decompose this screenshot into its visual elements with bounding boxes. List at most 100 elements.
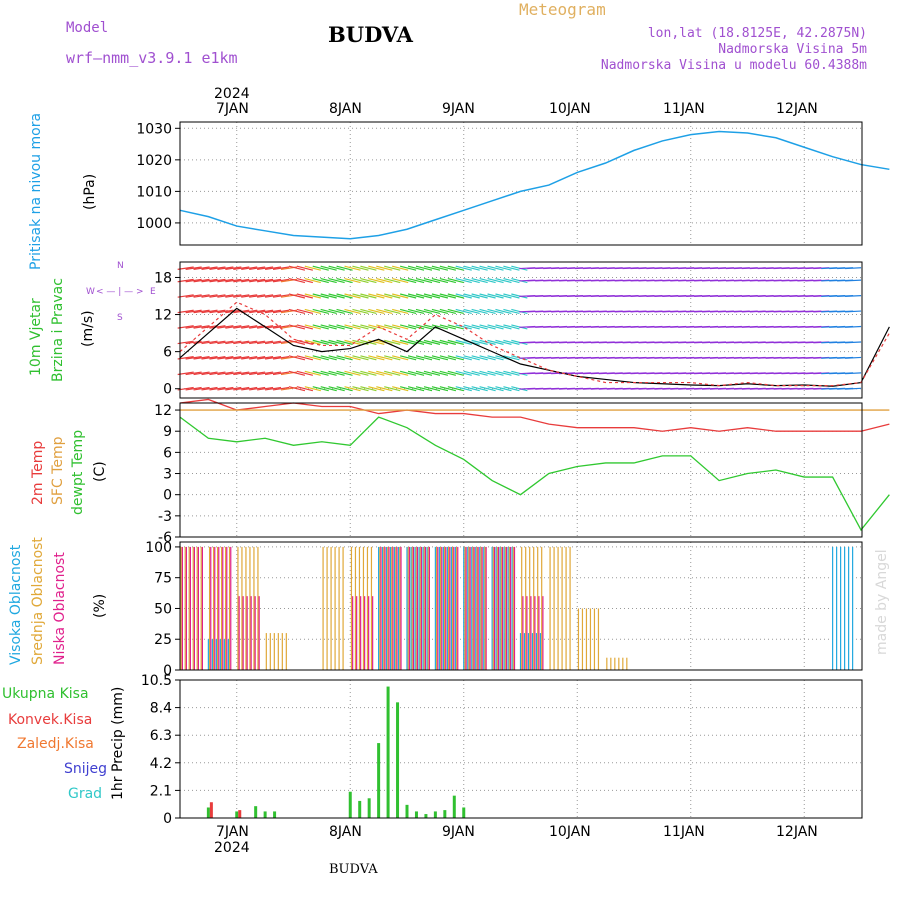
wind-arrow [217, 266, 234, 270]
wind-arrow [201, 356, 218, 360]
precip-convective-bar [209, 802, 213, 818]
wind-arrow [352, 370, 369, 376]
wind-arrow [352, 308, 369, 315]
wind-arrow [320, 277, 337, 284]
wind-arrow [209, 325, 226, 329]
meteogram-title: Meteogram [519, 0, 606, 19]
wind-arrow [503, 277, 520, 284]
wind-arrow [487, 324, 504, 330]
wind-arrow [439, 308, 457, 315]
wind-arrow [360, 355, 377, 361]
wind-arrow [264, 294, 282, 298]
wind-arrow [209, 294, 226, 298]
day-label-bottom-2: 8JAN [329, 824, 362, 840]
wind-arrow [376, 324, 393, 330]
wind-arrow [479, 339, 496, 345]
wind-arrow [344, 339, 361, 345]
wind-arrow [368, 386, 385, 392]
wind-arrow [257, 294, 274, 298]
wind-arrow [312, 308, 329, 315]
wind-arrow [320, 293, 337, 299]
y-tick-label: 0 [163, 663, 172, 679]
wind-arrow [376, 265, 393, 271]
wind-arrow [320, 265, 337, 271]
wind-arrow [487, 308, 504, 315]
wind-arrow [312, 339, 329, 345]
wind-arrow [471, 265, 488, 271]
wind-arrow [264, 340, 282, 345]
wind-arrow [209, 386, 226, 391]
wind-arrow [471, 324, 488, 330]
y-tick-label: 0 [163, 382, 172, 398]
wind-arrow [233, 340, 250, 345]
y-tick-label: 10.5 [141, 673, 172, 689]
precip-legend-total: Ukupna Kisa [2, 686, 89, 702]
wind-arrow [241, 266, 258, 270]
wind-arrow [320, 355, 337, 361]
wind-arrow [201, 371, 218, 376]
wind-arrow [209, 309, 226, 314]
wind-arrow [463, 355, 480, 361]
wind-arrow [225, 278, 242, 283]
precip-total-bar [424, 814, 428, 818]
wind-arrow [431, 265, 449, 271]
day-label-top-5: 11JAN [663, 101, 705, 117]
wind-arrow [193, 371, 210, 376]
wind-arrow [439, 355, 457, 361]
wind-arrow [447, 339, 464, 345]
panel-frame-wind [179, 261, 863, 399]
wind-arrow [495, 277, 512, 284]
wind-arrow [407, 370, 425, 376]
day-label-bottom-6: 12JAN [776, 824, 818, 840]
wind-arrow [225, 386, 242, 391]
wind-arrow [185, 278, 202, 283]
wind-arrow [336, 370, 353, 376]
wind-arrow [296, 265, 313, 271]
year-bottom: 2024 [214, 840, 250, 856]
wind-arrow [503, 386, 520, 392]
wind-arrow [201, 278, 218, 283]
wind-arrow [503, 265, 520, 271]
y-tick-label: 25 [154, 632, 172, 648]
panel-frame-cloud [179, 541, 863, 671]
precip-total-bar [452, 795, 456, 818]
wind-arrow [407, 277, 425, 284]
wind-arrow [447, 386, 464, 392]
wind-arrow [368, 339, 385, 345]
wind-arrow [487, 265, 504, 271]
wind-arrow [376, 355, 393, 361]
wind-arrow [455, 339, 472, 345]
wind-arrow [471, 370, 488, 376]
precip-legend-freezing: Zaledj.Kisa [17, 736, 94, 752]
wind-arrow [336, 339, 353, 345]
wind-arrow [328, 324, 345, 330]
wind-arrow [241, 356, 258, 360]
wind-arrow [288, 308, 306, 315]
wind-arrow [487, 339, 504, 345]
wind-arrow [495, 308, 512, 315]
wind-arrow [352, 277, 369, 284]
wind-arrow [257, 278, 274, 283]
wind-arrow [479, 355, 496, 361]
wind-arrow [503, 339, 520, 345]
wind-arrow [296, 324, 313, 330]
wind-arrow [479, 277, 496, 284]
wind-arrow [368, 370, 385, 376]
wind-arrow [399, 308, 417, 315]
day-label-top-3: 9JAN [442, 101, 475, 117]
wind-arrow [399, 324, 417, 330]
y-tick-label: 9 [163, 424, 172, 440]
wind-arrow [503, 308, 520, 315]
wind-arrow [225, 340, 242, 345]
wind-arrow [257, 386, 274, 391]
wind-arrow [845, 341, 862, 344]
precip-total-bar [414, 811, 418, 818]
wind-arrow [845, 310, 862, 313]
wind-arrow [384, 370, 401, 376]
wind-arrow [304, 355, 321, 361]
wind-arrow [320, 308, 337, 315]
wind-arrow [328, 293, 345, 299]
wind-gust-line [179, 301, 890, 387]
wind-arrow [264, 266, 282, 270]
wind-arrow [288, 370, 306, 376]
